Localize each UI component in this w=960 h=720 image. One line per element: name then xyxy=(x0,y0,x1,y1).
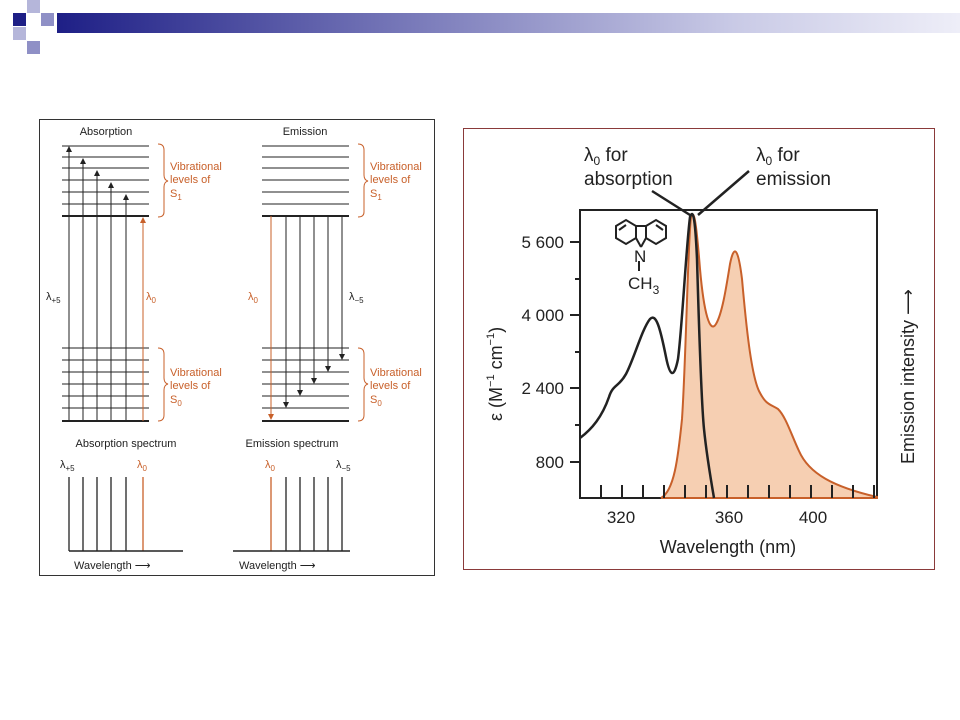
emission-lambda0: λ0 xyxy=(248,291,259,305)
absorption-s0-brace xyxy=(157,347,169,422)
emission-s1-label: Vibrational levels of S1 xyxy=(370,161,425,202)
absorption-s0-label: Vibrational levels of S0 xyxy=(170,367,225,408)
molecule-nitrogen: N xyxy=(634,247,646,266)
label-lambda0-emission: λ0 for emission xyxy=(756,145,831,190)
emission-s0-label: Vibrational levels of S0 xyxy=(370,367,425,408)
spectrum-plot-panel: λ0 for absorption λ0 for emission 5 600 … xyxy=(463,128,935,570)
absorption-curve xyxy=(579,212,716,499)
title-square-mid xyxy=(41,13,54,26)
absorption-s1-brace xyxy=(157,143,169,218)
y-axis-label: ε (M−1 cm−1) xyxy=(485,327,506,421)
absorption-spectrum-title: Absorption spectrum xyxy=(76,438,177,450)
emission-arrows xyxy=(283,216,345,408)
x-tick-label-400: 400 xyxy=(799,508,827,527)
title-square-small xyxy=(13,27,26,40)
em-spec-wavelength-label: Wavelength ⟶ xyxy=(239,560,316,572)
title-square-light xyxy=(27,0,40,13)
emission-curve xyxy=(660,213,878,499)
callout-line-absorption xyxy=(651,189,691,217)
x-tick-label-320: 320 xyxy=(607,508,635,527)
em-spec-lambda-minus5: λ−5 xyxy=(336,459,351,473)
emission-s1-levels xyxy=(262,145,349,217)
label-lambda0-absorption: λ0 for absorption xyxy=(584,145,673,190)
y-tick-label-2400: 2 400 xyxy=(521,379,564,398)
x-ticks xyxy=(600,485,875,498)
absorption-spectrum-lines xyxy=(68,477,183,552)
emission-s0-brace xyxy=(357,347,369,422)
callout-line-emission xyxy=(697,170,750,216)
emission-spectrum-title: Emission spectrum xyxy=(246,438,339,450)
absorption-s1-levels xyxy=(62,145,149,217)
absorption-arrows xyxy=(66,146,129,421)
y-ticks xyxy=(570,241,580,463)
abs-spec-lambda0: λ0 xyxy=(137,459,148,473)
molecule-methyl: CH3 xyxy=(628,274,660,297)
right-axis-label: Emission intensity ⟶ xyxy=(898,289,918,464)
title-square-small-2 xyxy=(27,41,40,54)
absorption-s0-levels xyxy=(62,347,149,422)
molecule-structure xyxy=(615,218,667,271)
title-gradient-bar xyxy=(57,13,960,33)
y-tick-label-5600: 5 600 xyxy=(521,233,564,252)
absorption-lambda0: λ0 xyxy=(146,291,157,305)
absorption-lambda-plus5: λ+5 xyxy=(46,291,61,305)
absorption-title: Absorption xyxy=(80,126,133,138)
emission-title: Emission xyxy=(283,126,328,138)
emission-s1-brace xyxy=(357,143,369,218)
emission-spectrum-lines xyxy=(233,477,350,552)
x-axis-label: Wavelength (nm) xyxy=(660,537,796,557)
energy-level-diagram: Absorption Emission λ+5 λ0 Vibrational l… xyxy=(39,119,435,576)
absorption-s1-label: Vibrational levels of S1 xyxy=(170,161,225,202)
abs-spec-lambda-plus5: λ+5 xyxy=(60,459,75,473)
em-spec-lambda0: λ0 xyxy=(265,459,276,473)
emission-s0-levels xyxy=(262,347,349,422)
abs-spec-wavelength-label: Wavelength ⟶ xyxy=(74,560,151,572)
title-square-dark xyxy=(13,13,26,26)
x-tick-label-360: 360 xyxy=(715,508,743,527)
y-tick-label-4000: 4 000 xyxy=(521,306,564,325)
emission-lambda-minus5: λ−5 xyxy=(349,291,364,305)
y-tick-label-800: 800 xyxy=(536,453,564,472)
